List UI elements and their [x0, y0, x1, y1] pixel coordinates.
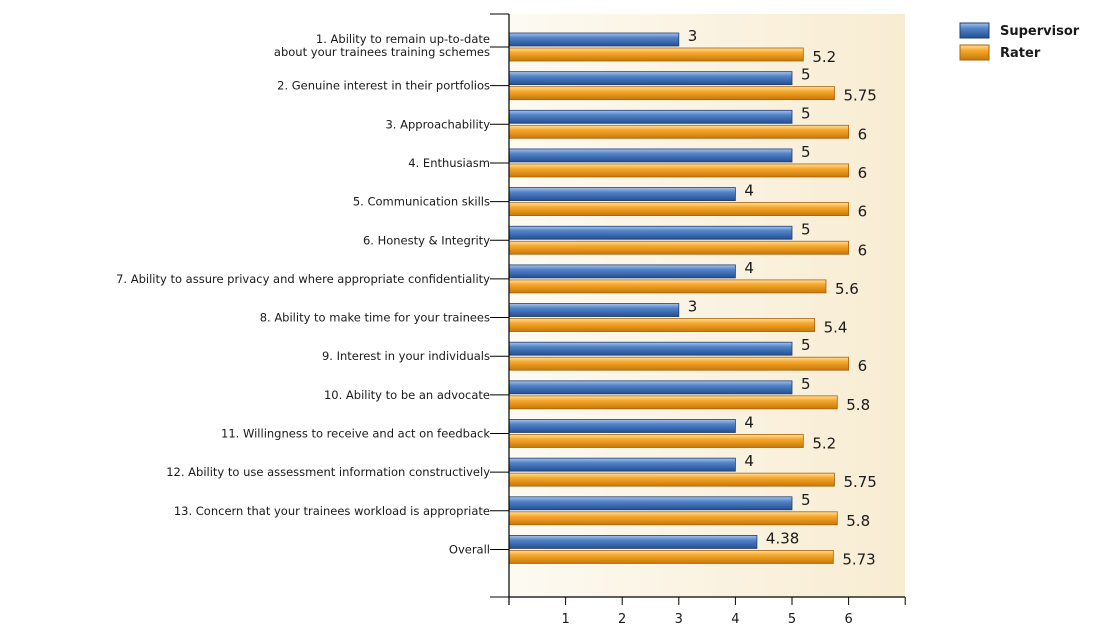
supervisor-value-label-1: 3: [688, 27, 698, 45]
category-label-11: 11. Willingness to receive and act on fe…: [221, 427, 490, 441]
category-label-4: 4. Enthusiasm: [408, 156, 490, 170]
rater-bar-3: [508, 124, 850, 139]
rater-value-label-13: 5.8: [846, 512, 870, 530]
rater-value-label-14: 5.73: [842, 550, 875, 568]
category-label-5: 5. Communication skills: [353, 195, 490, 209]
rater-value-label-9: 6: [858, 357, 868, 375]
supervisor-value-label-2: 5: [801, 66, 811, 84]
x-tick-label-1: 1: [561, 612, 569, 627]
rater-bar-7: [508, 279, 827, 294]
rater-value-label-2: 5.75: [843, 87, 876, 105]
rater-bar-4: [508, 163, 850, 178]
rater-value-label-12: 5.75: [843, 473, 876, 491]
supervisor-value-label-4: 5: [801, 143, 811, 161]
supervisor-bar-1: [508, 32, 680, 47]
supervisor-value-label-12: 4: [744, 452, 754, 470]
category-label-9: 9. Interest in your individuals: [322, 349, 490, 363]
supervisor-bar-3: [508, 109, 793, 124]
axis-layer: 1 2 3 4 5 6: [490, 13, 906, 627]
category-label-13: 13. Concern that your trainees workload …: [174, 504, 490, 518]
rater-bar-1: [508, 47, 804, 62]
supervisor-bar-13: [508, 496, 793, 511]
rater-value-label-4: 6: [858, 164, 868, 182]
category-label-10: 10. Ability to be an advocate: [324, 388, 490, 402]
rater-value-label-11: 5.2: [812, 435, 836, 453]
rater-bar-2: [508, 86, 835, 101]
rater-bar-11: [508, 434, 804, 448]
supervisor-value-label-6: 5: [801, 220, 811, 238]
supervisor-value-label-14: 4.38: [766, 529, 799, 547]
category-label-7: 7. Ability to assure privacy and where a…: [116, 272, 490, 286]
rater-value-label-7: 5.6: [835, 280, 859, 298]
rater-value-label-3: 6: [858, 125, 868, 143]
rater-value-label-5: 6: [858, 203, 868, 221]
supervisor-bar-12: [508, 457, 736, 472]
rater-bar-10: [508, 395, 838, 410]
supervisor-bar-6: [508, 225, 793, 240]
category-label-1: 1. Ability to remain up-to-date about you…: [274, 32, 490, 59]
supervisor-bar-2: [508, 71, 793, 86]
rater-bar-14: [508, 550, 834, 564]
rater-value-label-8: 5.4: [824, 319, 848, 337]
rater-value-label-1: 5.2: [812, 48, 836, 66]
rater-value-label-10: 5.8: [846, 396, 870, 414]
supervisor-value-label-11: 4: [744, 414, 754, 432]
supervisor-bar-9: [508, 341, 793, 356]
category-label-12: 12. Ability to use assessment informatio…: [166, 465, 490, 479]
supervisor-value-label-7: 4: [744, 259, 754, 277]
rater-legend-label: Rater: [1000, 46, 1041, 61]
supervisor-value-label-3: 5: [801, 104, 811, 122]
rater-bar-13: [508, 511, 838, 526]
rater-bar-6: [508, 240, 850, 255]
category-label-8: 8. Ability to make time for your trainee…: [260, 311, 490, 325]
supervisor-bar-5: [508, 187, 736, 202]
x-tick-label-3: 3: [675, 612, 683, 627]
rater-legend-swatch: [959, 44, 990, 61]
x-tick-label-6: 6: [844, 612, 852, 627]
rater-bar-12: [508, 472, 835, 487]
supervisor-value-label-13: 5: [801, 491, 811, 509]
supervisor-value-label-10: 5: [801, 375, 811, 393]
supervisor-bar-10: [508, 380, 793, 395]
supervisor-bar-14: [508, 535, 758, 549]
category-label-3: 3. Approachability: [385, 117, 490, 131]
labels-layer: 3 5.2 1. Ability to remain up-to-date about…: [116, 27, 877, 568]
supervisor-legend-label: Supervisor: [1000, 24, 1080, 39]
x-tick-label-2: 2: [618, 612, 626, 627]
legend: Supervisor Rater: [959, 22, 1080, 61]
supervisor-value-label-9: 5: [801, 336, 811, 354]
supervisor-bar-7: [508, 264, 736, 279]
x-tick-label-4: 4: [731, 612, 739, 627]
supervisor-bar-8: [508, 303, 680, 317]
x-tick-label-5: 5: [788, 612, 796, 627]
supervisor-value-label-5: 4: [744, 182, 754, 200]
supervisor-value-label-8: 3: [688, 298, 698, 316]
category-label-14: Overall: [449, 542, 490, 556]
rater-bar-9: [508, 356, 850, 371]
rater-bar-5: [508, 202, 850, 217]
category-label-2: 2. Genuine interest in their portfolios: [277, 79, 490, 93]
category-label-6: 6. Honesty & Integrity: [363, 233, 490, 247]
rater-value-label-6: 6: [858, 241, 868, 259]
supervisor-bar-11: [508, 419, 736, 433]
supervisor-legend-swatch: [959, 22, 990, 39]
supervisor-bar-4: [508, 148, 793, 163]
rater-bar-8: [508, 318, 816, 332]
